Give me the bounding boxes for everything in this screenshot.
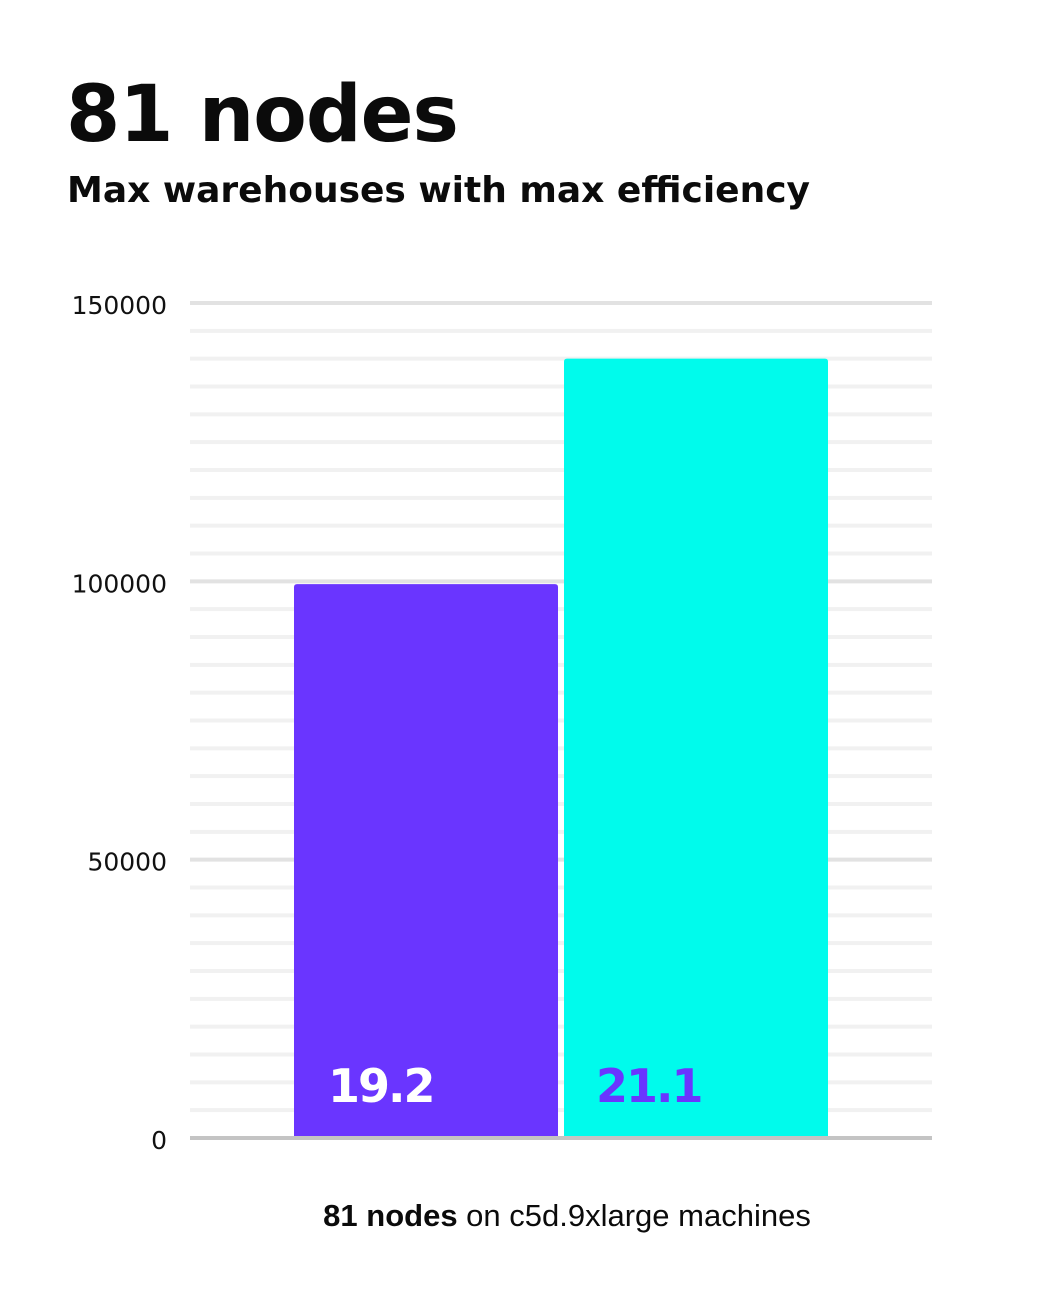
- y-tick-label: 150000: [72, 291, 167, 320]
- y-tick-label: 50000: [87, 848, 167, 877]
- y-tick-label: 0: [151, 1126, 167, 1155]
- x-axis-caption: 81 nodes on c5d.9xlarge machines: [0, 1198, 1042, 1234]
- chart-title: 81 nodes: [66, 70, 459, 160]
- bar: [564, 358, 828, 1137]
- caption-rest: on c5d.9xlarge machines: [457, 1198, 811, 1233]
- bar-data-label: 19.2: [328, 1059, 434, 1113]
- bar-data-label: 21.1: [596, 1059, 702, 1113]
- bar: [294, 584, 558, 1136]
- caption-bold: 81 nodes: [323, 1198, 458, 1233]
- y-tick-label: 100000: [72, 569, 167, 598]
- chart-subtitle: Max warehouses with max efficiency: [67, 170, 811, 211]
